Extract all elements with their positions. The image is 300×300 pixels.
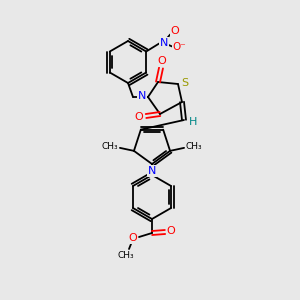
Text: O: O (171, 26, 180, 37)
Text: O: O (158, 56, 166, 66)
Text: O: O (167, 226, 176, 236)
Text: CH₃: CH₃ (102, 142, 118, 152)
Text: N: N (160, 38, 168, 47)
Text: O: O (135, 112, 143, 122)
Text: CH₃: CH₃ (186, 142, 202, 152)
Text: O⁻: O⁻ (172, 41, 186, 52)
Text: H: H (189, 117, 197, 127)
Text: N: N (138, 91, 146, 101)
Text: S: S (182, 78, 189, 88)
Text: O: O (129, 233, 137, 243)
Text: N: N (148, 166, 156, 176)
Text: CH₃: CH₃ (118, 251, 134, 260)
